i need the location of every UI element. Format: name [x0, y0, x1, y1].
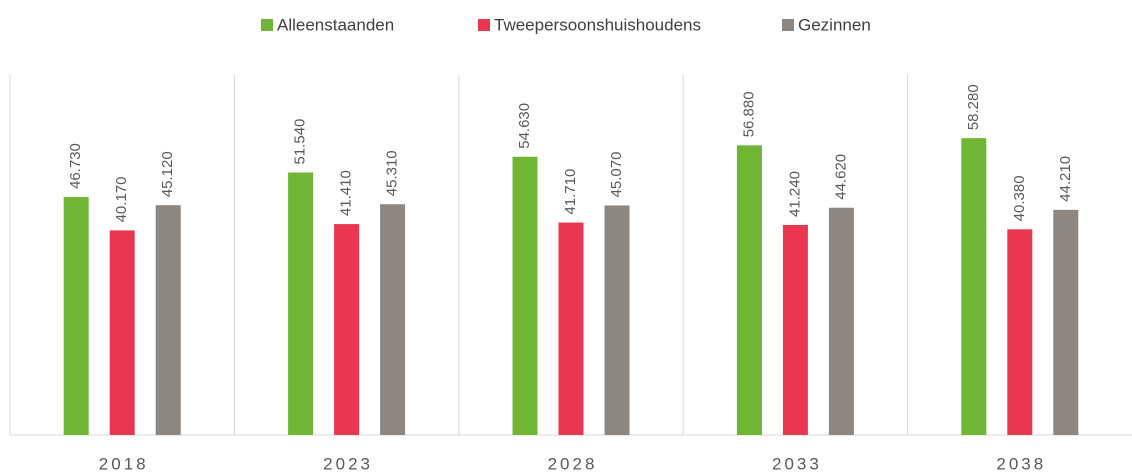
- bar: [604, 205, 630, 435]
- legend-label: Alleenstaanden: [277, 15, 394, 34]
- value-label: 46.730: [67, 143, 84, 189]
- bar: [334, 224, 360, 435]
- value-label: 41.410: [338, 170, 355, 216]
- legend-label: Tweepersoonshuishoudens: [494, 15, 701, 34]
- bar: [512, 156, 538, 435]
- value-label: 45.120: [159, 151, 176, 197]
- x-tick-label: 2033: [772, 454, 822, 473]
- legend-label: Gezinnen: [798, 15, 871, 34]
- value-label: 44.210: [1057, 156, 1074, 202]
- value-label: 40.170: [113, 177, 130, 223]
- x-tick-label: 2023: [323, 454, 373, 473]
- value-label: 40.380: [1011, 175, 1028, 221]
- bar: [380, 204, 406, 435]
- bar: [1053, 209, 1079, 435]
- value-label: 41.710: [562, 169, 579, 215]
- legend-swatch: [478, 19, 490, 31]
- legend-swatch: [261, 19, 273, 31]
- value-label: 56.880: [740, 91, 757, 137]
- x-tick-label: 2018: [99, 454, 149, 473]
- value-label: 44.620: [832, 154, 849, 200]
- bar: [288, 172, 314, 435]
- bar: [782, 224, 808, 435]
- x-tick-label: 2028: [548, 454, 598, 473]
- bar: [109, 230, 135, 435]
- value-label: 41.240: [786, 171, 803, 217]
- bar: [558, 222, 584, 435]
- value-label: 58.280: [965, 84, 982, 130]
- bar: [155, 205, 181, 435]
- bar: [63, 197, 89, 435]
- value-label: 45.310: [384, 150, 401, 196]
- bar: [961, 138, 987, 435]
- x-tick-label: 2038: [996, 454, 1046, 473]
- value-label: 54.630: [516, 103, 533, 149]
- bar: [1007, 229, 1033, 435]
- legend-swatch: [782, 19, 794, 31]
- bar: [828, 207, 854, 435]
- value-label: 51.540: [292, 119, 309, 165]
- bar: [736, 145, 762, 435]
- value-label: 45.070: [608, 152, 625, 198]
